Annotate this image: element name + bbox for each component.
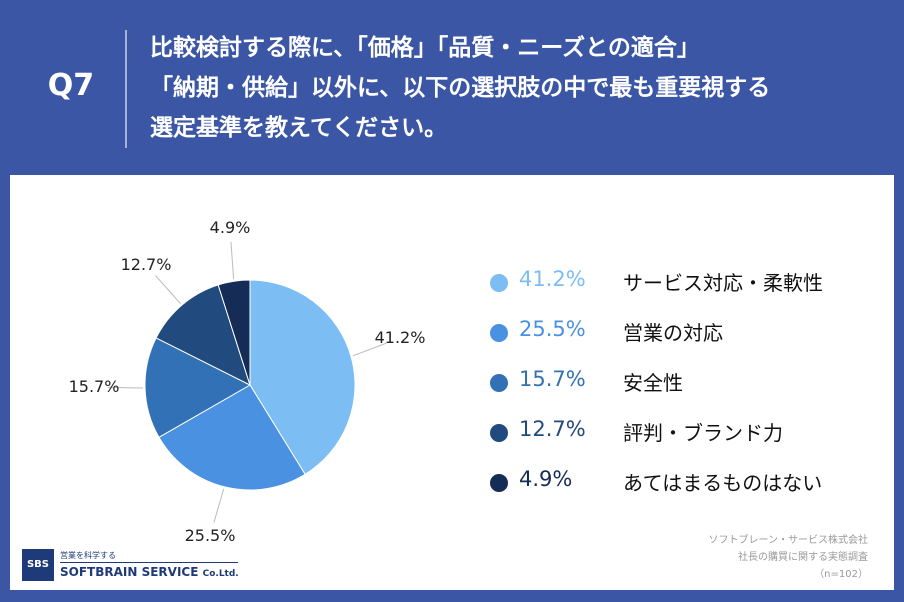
legend-swatch (490, 274, 508, 292)
legend-item: 4.9% あてはまるものはない (490, 465, 880, 515)
question-line-2: 「納期・供給」以外に、以下の選択肢の中で最も重要視する (150, 75, 771, 101)
chart-legend: 41.2% サービス対応・柔軟性 25.5% 営業の対応 15.7% 安全性 1… (490, 265, 880, 515)
logo-name: SOFTBRAIN SERVICE Co.Ltd. (60, 565, 239, 579)
question-line-1: 比較検討する際に、「価格」「品質・ニーズとの適合」 (150, 35, 700, 61)
legend-value: 25.5% (519, 317, 586, 341)
logo-rule (60, 562, 238, 563)
pie-slice (217, 279, 251, 386)
question-line-3: 選定基準を教えてください。 (150, 115, 448, 141)
company-logo: SBS 営業を科学する SOFTBRAIN SERVICE Co.Ltd. (22, 549, 242, 583)
legend-value: 41.2% (519, 267, 586, 291)
legend-swatch (490, 474, 508, 492)
legend-label: 安全性 (623, 371, 683, 395)
logo-mark: SBS (22, 549, 54, 581)
source-note: ソフトブレーン・サービス株式会社 社長の購買に関する実態調査 （n=102） (709, 532, 869, 583)
question-header: Q7 比較検討する際に、「価格」「品質・ニーズとの適合」 「納期・供給」以外に、… (0, 0, 904, 175)
data-label: 25.5% (185, 526, 236, 545)
question-number: Q7 (47, 68, 95, 103)
legend-label: 評判・ブランド力 (623, 421, 783, 445)
leader-line (230, 241, 235, 280)
pie-slice (144, 337, 252, 438)
question-text: 比較検討する際に、「価格」「品質・ニーズとの適合」 「納期・供給」以外に、以下の… (150, 28, 890, 148)
leader-line (107, 386, 144, 389)
legend-item: 41.2% サービス対応・柔軟性 (490, 265, 880, 315)
logo-suffix: Co.Ltd. (202, 569, 239, 579)
legend-swatch (490, 324, 508, 342)
chart-card: 41.2% 25.5% 15.7% 12.7% 4.9% 41.2% サービス対応・柔軟… (10, 175, 894, 590)
logo-tagline: 営業を科学する (60, 551, 116, 560)
legend-swatch (490, 374, 508, 392)
legend-label: あてはまるものはない (623, 471, 823, 495)
pie-slice (155, 284, 251, 386)
pie-slice (158, 384, 306, 491)
legend-item: 15.7% 安全性 (490, 365, 880, 415)
header-divider (125, 30, 127, 148)
legend-value: 12.7% (519, 417, 586, 441)
data-label: 41.2% (375, 328, 426, 347)
legend-value: 15.7% (519, 367, 586, 391)
legend-item: 12.7% 評判・ブランド力 (490, 415, 880, 465)
data-label: 4.9% (210, 218, 251, 237)
legend-swatch (490, 424, 508, 442)
leader-line (154, 275, 181, 304)
leader-line (213, 488, 225, 523)
legend-label: 営業の対応 (623, 321, 723, 345)
data-label: 15.7% (69, 377, 120, 396)
leader-line (352, 342, 388, 357)
legend-label: サービス対応・柔軟性 (623, 271, 823, 295)
legend-item: 25.5% 営業の対応 (490, 315, 880, 365)
sample-size: （n=102） (814, 569, 868, 580)
data-label: 12.7% (121, 255, 172, 274)
source-company: ソフトブレーン・サービス株式会社 (708, 535, 869, 546)
source-survey: 社長の購買に関する実態調査 (738, 552, 868, 563)
legend-value: 4.9% (519, 467, 573, 491)
pie-slice (249, 279, 356, 476)
pie-chart: 41.2% 25.5% 15.7% 12.7% 4.9% (69, 218, 426, 545)
logo-company-name: SOFTBRAIN SERVICE (60, 565, 199, 579)
